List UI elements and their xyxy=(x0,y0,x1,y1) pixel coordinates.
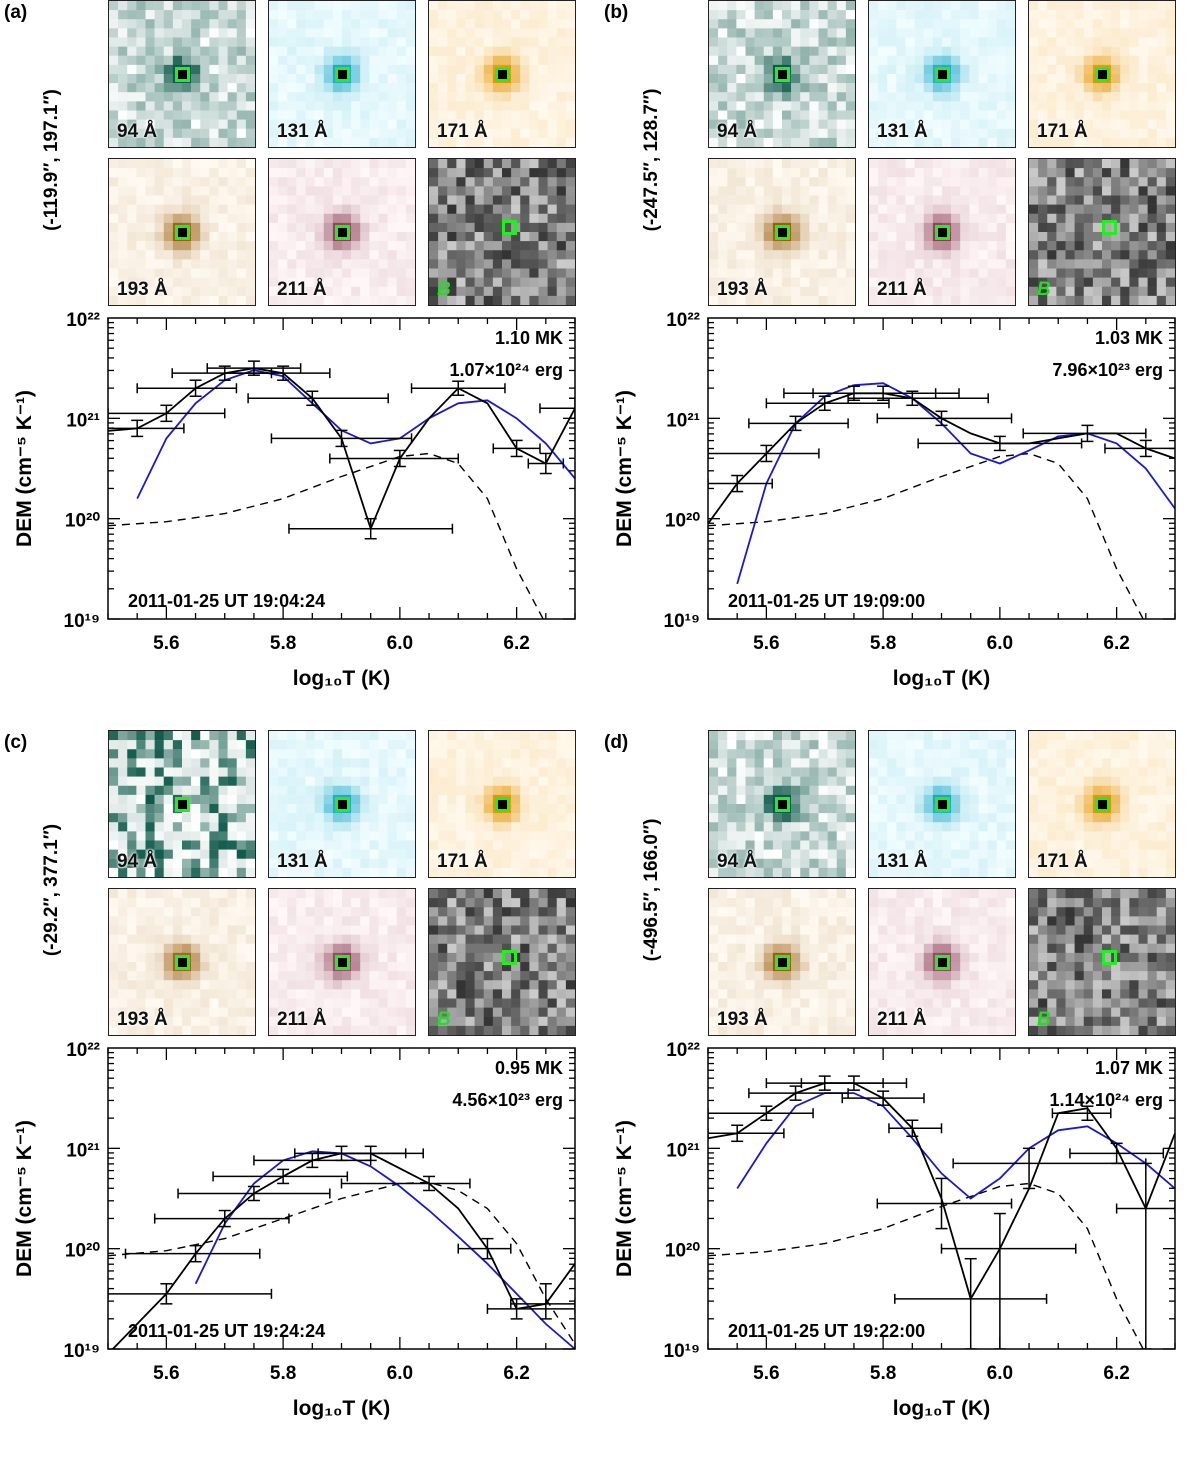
energy-label: 4.56×10²³ erg xyxy=(452,1090,563,1110)
error-bar xyxy=(708,476,772,492)
reference-curve xyxy=(108,1182,575,1344)
x-tick-label: 5.6 xyxy=(153,633,179,654)
y-tick-label: 10²¹ xyxy=(666,410,700,431)
error-bar xyxy=(213,1169,347,1183)
error-bar xyxy=(708,445,819,461)
error-bar xyxy=(877,411,1011,425)
temperature-label: 1.10 MK xyxy=(495,328,563,348)
y-tick-label: 10¹⁹ xyxy=(64,611,100,632)
y-tick-label: 10²⁰ xyxy=(665,511,700,532)
error-bar xyxy=(1117,1163,1175,1349)
y-axis-label: DEM (cm⁻⁵ K⁻¹) xyxy=(613,390,636,547)
dem-plot: 5.6 5.8 6.0 6.2 10¹⁹ 10²⁰ 10²¹ 10²² log₁₀T (K) DE… xyxy=(600,0,1200,730)
x-tick-label: 5.8 xyxy=(270,633,296,654)
x-tick-label: 6.0 xyxy=(987,1363,1013,1384)
error-bar xyxy=(178,1186,330,1200)
error-bar xyxy=(289,519,452,539)
x-tick-label: 6.2 xyxy=(503,1363,529,1384)
error-bar xyxy=(511,1284,575,1319)
error-bar xyxy=(248,391,388,405)
y-tick-label: 10²⁰ xyxy=(665,1241,700,1262)
y-tick-label: 10²¹ xyxy=(66,410,100,431)
dem-fit-line xyxy=(137,370,575,498)
y-tick-label: 10¹⁹ xyxy=(664,1341,700,1362)
x-tick-label: 5.8 xyxy=(870,1363,896,1384)
x-tick-label: 6.2 xyxy=(1103,633,1129,654)
error-bar xyxy=(126,1246,260,1262)
y-axis-label: DEM (cm⁻⁵ K⁻¹) xyxy=(13,1120,36,1277)
y-axis-label: DEM (cm⁻⁵ K⁻¹) xyxy=(13,390,36,547)
x-tick-label: 6.2 xyxy=(1103,1363,1129,1384)
error-bar xyxy=(155,1211,289,1227)
error-bar xyxy=(749,1086,848,1100)
energy-label: 1.14×10²⁴ erg xyxy=(1050,1090,1163,1110)
error-bar xyxy=(412,381,505,395)
error-bar xyxy=(254,1153,371,1167)
error-bar xyxy=(877,1178,1011,1228)
timestamp-label: 2011-01-25 UT 19:24:24 xyxy=(128,1321,325,1341)
dem-plot: 5.6 5.8 6.0 6.2 10¹⁹ 10²⁰ 10²¹ 10²² log₁₀T (K) DE… xyxy=(0,730,600,1460)
dem-plot: 5.6 5.8 6.0 6.2 10¹⁹ 10²⁰ 10²¹ 10²² log₁₀T (K) DE… xyxy=(0,0,600,730)
timestamp-label: 2011-01-25 UT 19:04:24 xyxy=(128,591,325,611)
dem-plot: 5.6 5.8 6.0 6.2 10¹⁹ 10²⁰ 10²¹ 10²² log₁₀T (K) DE… xyxy=(600,730,1200,1460)
x-tick-label: 5.8 xyxy=(270,1363,296,1384)
y-tick-label: 10¹⁹ xyxy=(64,1341,100,1362)
error-bar xyxy=(493,440,540,456)
error-bar xyxy=(108,405,225,421)
x-axis-label: log₁₀T (K) xyxy=(893,1397,990,1420)
x-axis-label: log₁₀T (K) xyxy=(293,667,390,690)
error-bar xyxy=(1070,1143,1163,1163)
timestamp-label: 2011-01-25 UT 19:09:00 xyxy=(728,591,925,611)
error-bar xyxy=(942,1214,1076,1349)
y-tick-label: 10²¹ xyxy=(666,1140,700,1161)
y-tick-label: 10²⁰ xyxy=(65,1241,100,1262)
x-tick-label: 6.0 xyxy=(387,1363,413,1384)
dem-fit-line xyxy=(737,383,1175,584)
error-bar xyxy=(540,398,587,418)
x-tick-label: 6.0 xyxy=(387,633,413,654)
y-tick-label: 10¹⁹ xyxy=(664,611,700,632)
x-tick-label: 6.0 xyxy=(987,633,1013,654)
x-tick-label: 5.8 xyxy=(870,633,896,654)
error-bar xyxy=(801,1076,906,1090)
figure-panel: (a) (-119.9″, 197.1″) 94 Å 131 Å 171 Å 193 Å2… xyxy=(0,0,600,730)
y-tick-label: 10²² xyxy=(666,1040,700,1061)
error-bar xyxy=(749,416,848,430)
error-bar xyxy=(108,1284,271,1304)
x-tick-label: 6.2 xyxy=(503,633,529,654)
y-axis-label: DEM (cm⁻⁵ K⁻¹) xyxy=(613,1120,636,1277)
error-bar xyxy=(458,1239,511,1259)
figure-panel: (d) (-496.5″, 166.0″) 94 Å 131 Å 171 Å 193 Å2… xyxy=(600,730,1200,1460)
temperature-label: 0.95 MK xyxy=(495,1058,563,1078)
y-tick-label: 10²² xyxy=(666,310,700,331)
y-tick-label: 10²² xyxy=(66,1040,100,1061)
error-bar xyxy=(271,430,411,446)
y-tick-label: 10²⁰ xyxy=(65,511,100,532)
temperature-label: 1.07 MK xyxy=(1095,1058,1163,1078)
x-axis-label: log₁₀T (K) xyxy=(293,1397,390,1420)
timestamp-label: 2011-01-25 UT 19:22:00 xyxy=(728,1321,925,1341)
x-tick-label: 5.6 xyxy=(753,633,779,654)
energy-label: 1.07×10²⁴ erg xyxy=(450,360,563,380)
x-tick-label: 5.6 xyxy=(153,1363,179,1384)
error-bar xyxy=(487,1299,575,1319)
x-axis-label: log₁₀T (K) xyxy=(893,667,990,690)
temperature-label: 1.03 MK xyxy=(1095,328,1163,348)
x-tick-label: 5.6 xyxy=(753,1363,779,1384)
error-bar xyxy=(318,1146,423,1160)
figure-panel: (c) (-29.2″, 377.1″) 94 Å 131 Å 171 Å 193 Å 21… xyxy=(0,730,600,1460)
energy-label: 7.96×10²³ erg xyxy=(1052,360,1163,380)
y-tick-label: 10²² xyxy=(66,310,100,331)
y-tick-label: 10²¹ xyxy=(66,1140,100,1161)
